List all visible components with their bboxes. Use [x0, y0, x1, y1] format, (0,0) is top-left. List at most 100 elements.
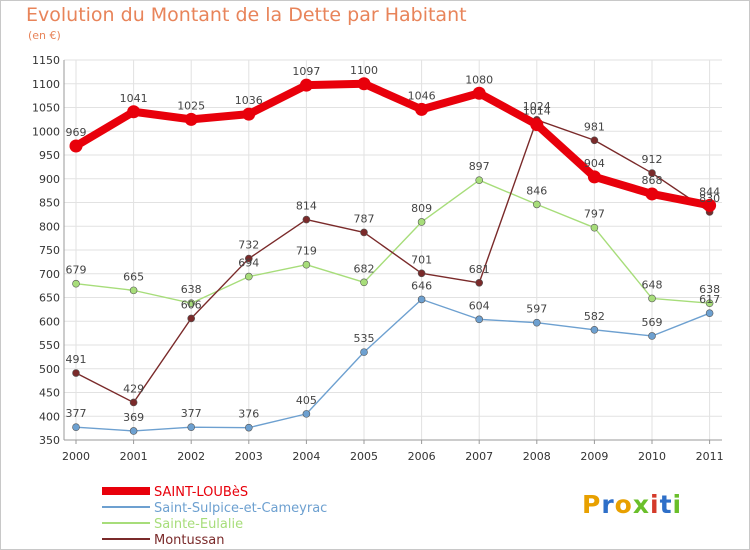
logo-letter: i — [672, 490, 683, 519]
data-label: 787 — [354, 212, 375, 225]
data-point — [472, 86, 486, 100]
data-point — [72, 279, 80, 288]
data-point — [703, 198, 717, 212]
data-label: 682 — [354, 262, 375, 275]
legend-label: Montussan — [154, 533, 225, 548]
data-point — [299, 78, 313, 92]
y-tick-label: 350 — [39, 434, 60, 447]
data-point — [415, 102, 429, 116]
data-point — [645, 187, 659, 201]
data-point — [648, 332, 656, 340]
data-label: 809 — [411, 202, 432, 215]
data-label: 844 — [699, 185, 720, 198]
y-tick-label: 800 — [39, 220, 60, 233]
data-point — [127, 105, 141, 119]
data-point — [475, 315, 484, 324]
y-tick-label: 900 — [39, 173, 60, 186]
data-label: 582 — [584, 310, 605, 323]
y-tick-label: 750 — [39, 244, 60, 257]
data-point — [587, 170, 601, 184]
data-label: 597 — [526, 303, 547, 316]
data-label: 638 — [181, 283, 202, 296]
data-label: 969 — [66, 126, 87, 139]
x-tick-label: 2010 — [638, 450, 666, 463]
legend: SAINT-LOUBèSSaint-Sulpice-et-CameyracSai… — [102, 485, 327, 548]
series-group — [69, 77, 717, 435]
data-point — [360, 228, 368, 237]
data-point — [72, 369, 80, 377]
data-label: 868 — [642, 174, 663, 187]
x-tick-label: 2000 — [62, 450, 90, 463]
data-label: 1025 — [177, 99, 205, 112]
data-point — [417, 295, 426, 304]
data-label: 1100 — [350, 64, 378, 77]
y-tick-label: 850 — [39, 197, 60, 210]
data-label: 535 — [354, 332, 375, 345]
data-label: 646 — [411, 279, 432, 292]
data-point — [187, 423, 195, 431]
data-point — [302, 260, 311, 269]
y-tick-label: 1000 — [32, 125, 60, 138]
data-label: 1024 — [523, 100, 551, 113]
legend-label: Saint-Sulpice-et-Cameyrac — [154, 501, 327, 516]
data-point — [69, 139, 83, 153]
data-label: 369 — [123, 411, 144, 424]
data-point — [532, 200, 541, 209]
x-tick-label: 2005 — [350, 450, 378, 463]
data-label: 405 — [296, 394, 317, 407]
data-point — [417, 269, 426, 278]
data-point — [532, 318, 541, 327]
data-point — [360, 348, 368, 356]
x-tick-label: 2011 — [696, 450, 724, 463]
logo-letter: o — [614, 490, 633, 519]
data-label: 1041 — [120, 92, 148, 105]
series-line-1 — [75, 298, 711, 432]
data-point — [187, 299, 195, 308]
data-label: 681 — [469, 263, 490, 276]
y-tick-label: 1100 — [32, 78, 60, 91]
data-label: 377 — [66, 407, 87, 420]
data-point — [648, 294, 656, 303]
y-tick-label: 950 — [39, 149, 60, 162]
data-point — [590, 136, 599, 145]
data-point — [302, 215, 311, 224]
data-label: 665 — [123, 270, 144, 283]
data-label: 814 — [296, 200, 317, 213]
y-tick-label: 500 — [39, 363, 60, 376]
x-tick-label: 2008 — [523, 450, 551, 463]
y-tick-label: 400 — [39, 410, 60, 423]
data-label: 604 — [469, 299, 490, 312]
data-point — [530, 118, 544, 132]
data-point — [184, 112, 198, 126]
data-point — [705, 299, 714, 308]
x-tick-label: 2009 — [580, 450, 608, 463]
data-label: 797 — [584, 208, 605, 221]
x-tick-label: 2007 — [465, 450, 493, 463]
y-tick-label: 700 — [39, 268, 60, 281]
series-line-0 — [72, 79, 714, 210]
data-label: 981 — [584, 120, 605, 133]
y-tick-label: 650 — [39, 292, 60, 305]
data-point — [129, 286, 138, 295]
logo-letter: t — [659, 490, 673, 519]
data-point — [129, 398, 138, 407]
y-tick-label: 1150 — [32, 54, 60, 67]
chart-subtitle: (en €) — [28, 29, 61, 42]
y-tick-label: 600 — [39, 315, 60, 328]
data-point — [187, 314, 195, 323]
data-label: 617 — [699, 293, 720, 306]
data-point — [129, 427, 138, 435]
proxiti-logo: Proxiti — [582, 490, 682, 519]
data-label: 846 — [526, 184, 547, 197]
y-tick-label: 1050 — [32, 102, 60, 115]
data-label: 429 — [123, 382, 144, 395]
data-label: 648 — [642, 278, 663, 291]
data-label: 1046 — [408, 89, 436, 102]
axes: 350 400 450 500 550 600 650 700 750 800 850 900 950 1… — [32, 54, 724, 463]
data-label: 569 — [642, 316, 663, 329]
data-label: 638 — [699, 283, 720, 296]
data-point — [475, 278, 484, 287]
logo-letter: r — [601, 490, 615, 519]
data-label: 491 — [66, 353, 87, 366]
